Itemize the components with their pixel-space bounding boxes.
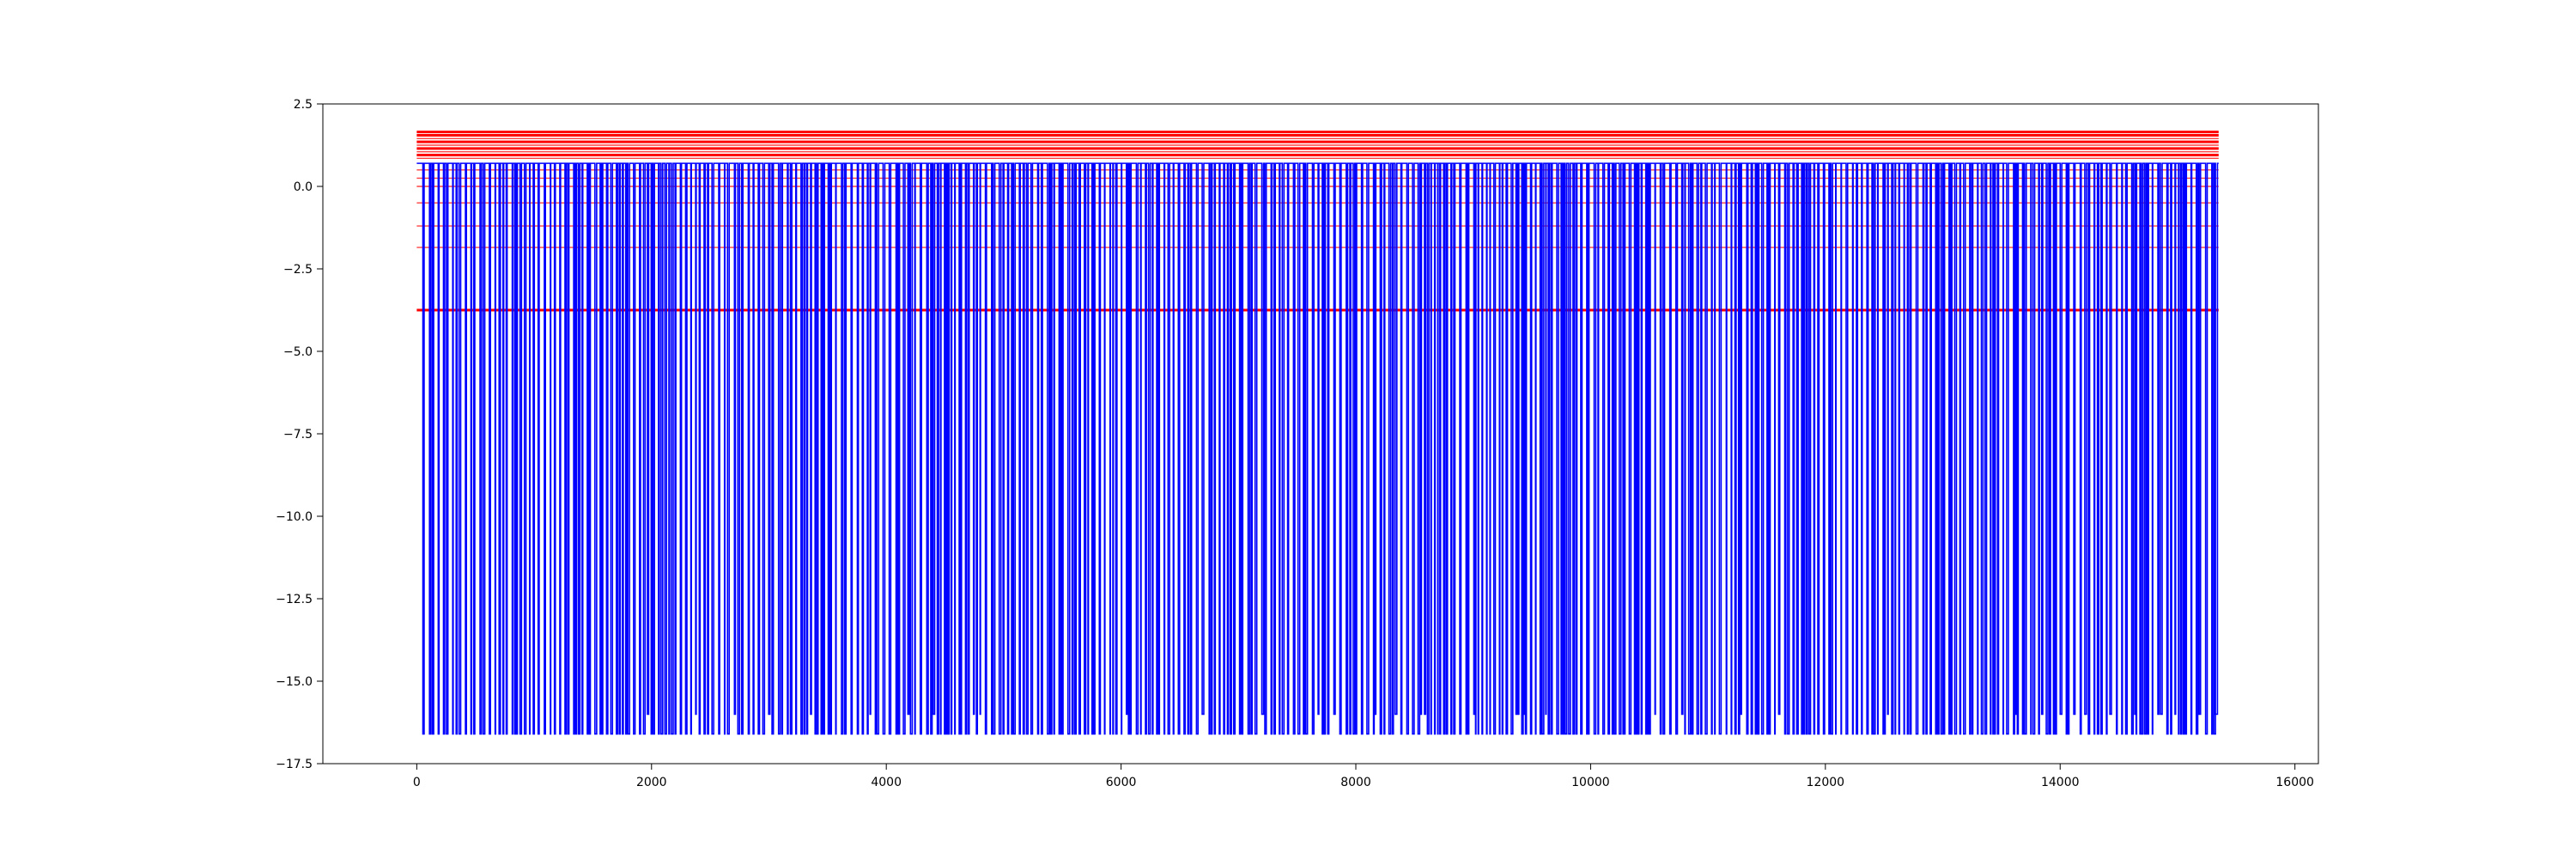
- signal-line: [416, 162, 2219, 735]
- y-tick-label-0: 2.5: [294, 98, 313, 112]
- x-tick-label-0: 0: [413, 776, 421, 789]
- x-axis: 0 2000 4000 6000 8000 10000 12000 14000 16000: [413, 764, 2314, 789]
- x-tick-label-4: 8000: [1340, 776, 1371, 789]
- y-tick-label-3: −5.0: [283, 345, 313, 359]
- y-tick-label-8: −17.5: [276, 758, 313, 771]
- y-tick-label-2: −2.5: [283, 263, 313, 277]
- x-tick-label-2: 4000: [871, 776, 902, 789]
- x-tick-label-8: 16000: [2275, 776, 2314, 789]
- y-tick-label-4: −7.5: [283, 428, 313, 442]
- x-tick-label-3: 6000: [1106, 776, 1137, 789]
- x-tick-label-5: 10000: [1571, 776, 1610, 789]
- y-tick-label-6: −12.5: [276, 593, 313, 606]
- y-tick-label-5: −10.0: [276, 510, 313, 524]
- signal-series: [416, 162, 2219, 735]
- y-tick-label-1: 0.0: [294, 180, 313, 194]
- x-tick-label-1: 2000: [636, 776, 667, 789]
- y-axis: 2.5 0.0 −2.5 −5.0 −7.5 −10.0 −12.5 −15.0 −17.5: [276, 98, 323, 771]
- y-tick-label-7: −15.0: [276, 675, 313, 689]
- x-tick-label-7: 14000: [2041, 776, 2080, 789]
- x-tick-label-6: 12000: [1807, 776, 1845, 789]
